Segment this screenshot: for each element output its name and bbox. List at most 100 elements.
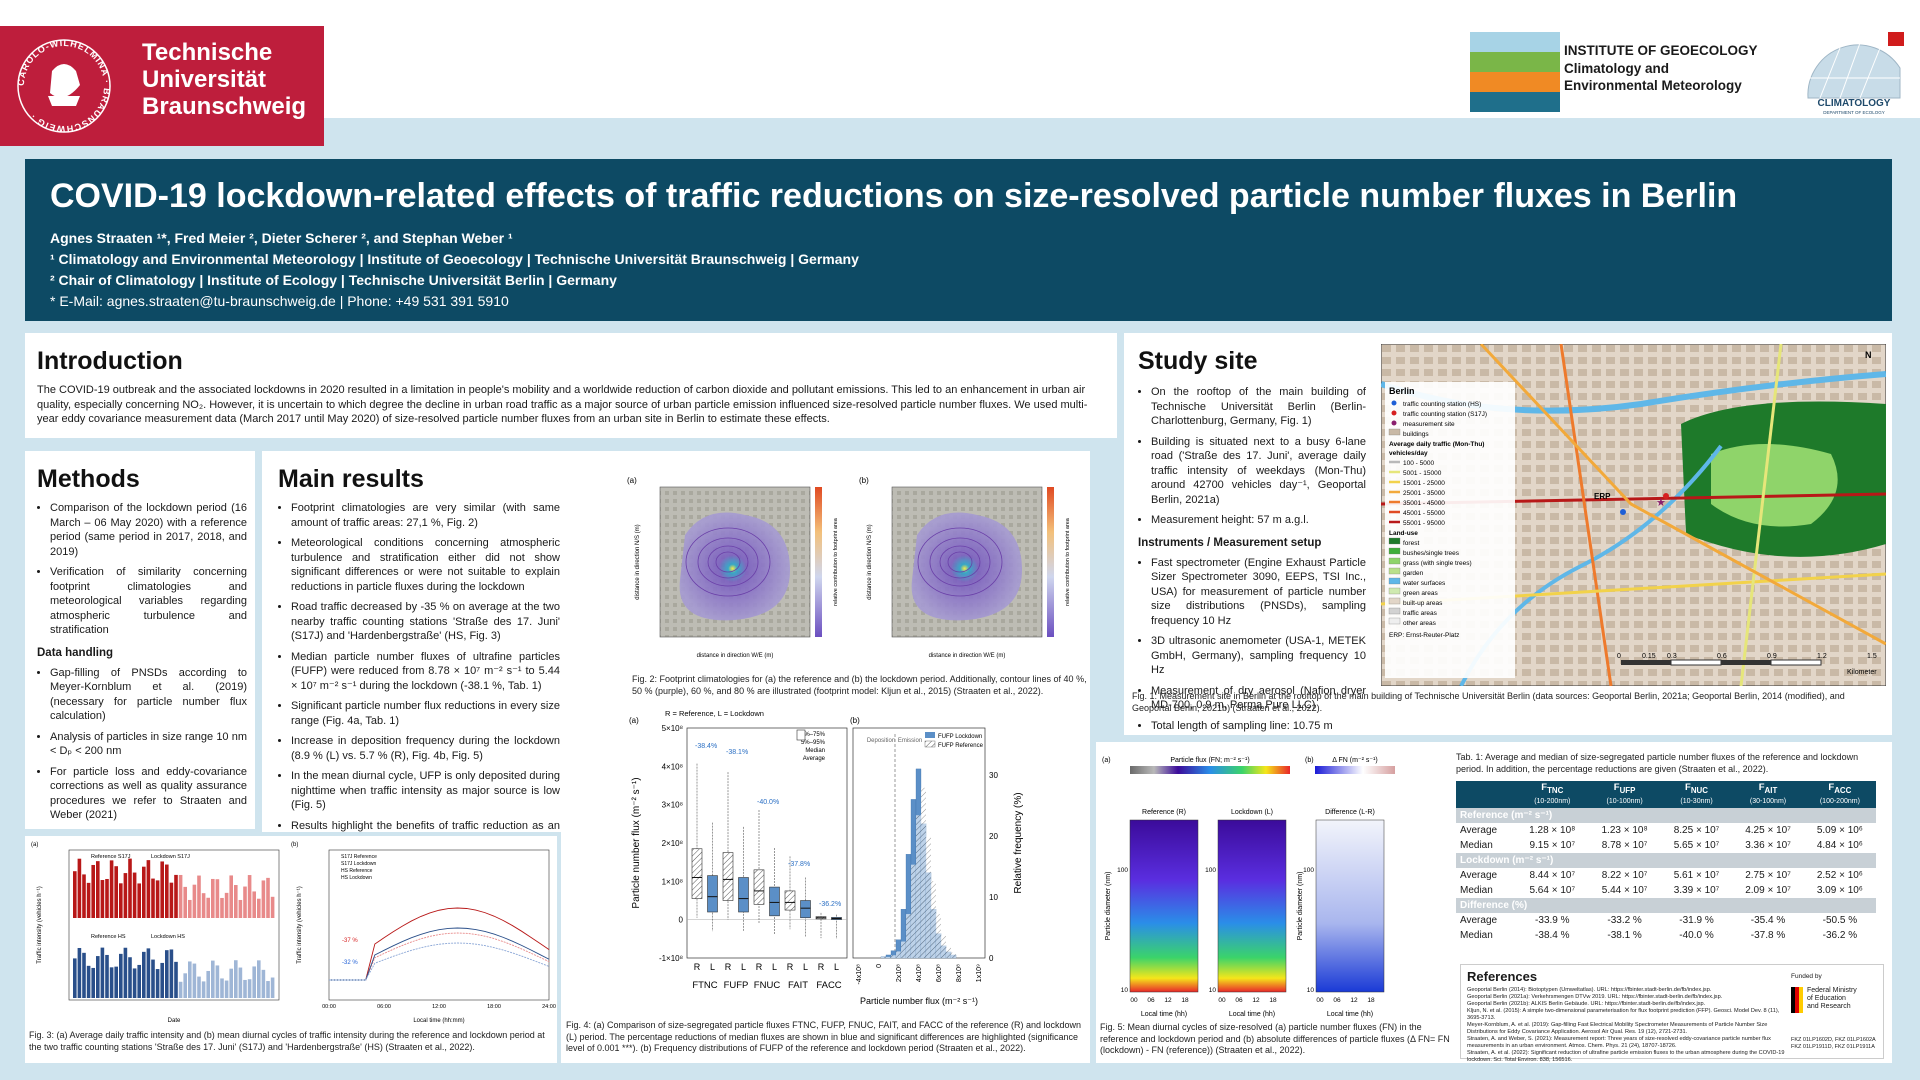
row-label: Average: [1460, 825, 1498, 837]
data-row: Average 8.44 × 10⁷ 8.22 × 10⁷ 5.61 × 10⁷ 2.7…: [1456, 868, 1876, 883]
table-cell: -50.5 %: [1822, 915, 1858, 927]
y-tick-label: 10: [1121, 987, 1129, 994]
x-tick-label: R: [787, 962, 794, 972]
table-cell: 8.22 × 10⁷: [1601, 870, 1648, 882]
x-tick-label: 2x10⁸: [896, 964, 903, 982]
legend-label: 100 - 5000: [1403, 460, 1434, 467]
bar: [123, 947, 128, 998]
scale-label: 1.2: [1817, 653, 1827, 660]
colorbar-label: relative contribution to footprint area: [1065, 517, 1071, 606]
axis-label: distance in direction N/S (m): [867, 524, 873, 599]
x-tick-label: 1x10⁹: [976, 964, 983, 982]
box: [738, 877, 749, 913]
bar: [234, 885, 238, 918]
bar: [109, 860, 114, 918]
group-row: Reference (m⁻² s⁻¹): [1456, 808, 1876, 824]
legend-subtitle: vehicles/day: [1389, 450, 1428, 457]
figure-3: (a) (b) Traffic intensity (vehicles h⁻¹)…: [31, 842, 556, 1024]
figure-3-box: (a) (b) Traffic intensity (vehicles h⁻¹)…: [21, 832, 561, 1067]
bullet-list: Footprint climatologies are very similar…: [278, 501, 560, 862]
legend-swatch: [1388, 537, 1401, 545]
table-cell: -31.9 %: [1679, 915, 1714, 927]
x-tick-label: 00: [1130, 997, 1138, 1004]
legend-label: green areas: [1403, 590, 1438, 597]
scale-label: 0.15: [1642, 653, 1656, 660]
bar: [211, 960, 215, 998]
hist-bar: [881, 956, 886, 958]
bullet-item: Verification of similarity concerning fo…: [50, 565, 247, 638]
seal: CAROLO-WILHELMINA · BRAUNSCHWEIG ·: [16, 38, 111, 134]
svg-text:★: ★: [1656, 497, 1666, 509]
colorbar-label: Δ FN (m⁻² s⁻¹): [1332, 757, 1378, 764]
bar: [160, 861, 164, 918]
figure-caption: Fig. 2: Footprint climatologies for (a) …: [632, 674, 1087, 696]
bar: [243, 886, 247, 918]
bullet-item: Footprint climatologies are very similar…: [291, 501, 560, 530]
table-cell: 2.52 × 10⁶: [1816, 870, 1863, 882]
bar: [234, 960, 238, 998]
section-heading: References: [1467, 969, 1538, 984]
bullet-item: Fast spectrometer (Engine Exhaust Partic…: [1151, 556, 1366, 629]
legend-label: S17J Lockdown: [341, 861, 377, 867]
x-tick-label: L: [741, 962, 746, 972]
poster-title: COVID-19 lockdown-related effects of tra…: [50, 177, 1738, 215]
group-name: Difference (%): [1456, 898, 1876, 914]
figure-5-table-box: (a) (b) Particle flux (FN; m⁻² s⁻¹) Δ FN…: [1096, 742, 1892, 1063]
bar: [82, 952, 86, 998]
bar: [169, 882, 174, 918]
annotation: Deposition: [867, 738, 895, 744]
bar: [128, 858, 132, 918]
logo-text: CLIMATOLOGY: [1818, 98, 1891, 109]
bar: [169, 949, 174, 998]
x-tick-label: 12: [1164, 997, 1172, 1004]
x-tick-label: 06: [1235, 997, 1243, 1004]
bar: [151, 959, 155, 998]
table-cell: 5.65 × 10⁷: [1673, 840, 1720, 852]
table-cell: 2.09 × 10⁷: [1745, 885, 1791, 897]
bar: [252, 891, 256, 918]
climatology-logo: CLIMATOLOGY DEPARTMENT OF ECOLOGY: [1807, 32, 1904, 115]
hist-bar: [926, 837, 931, 958]
section-heading: Main results: [278, 465, 424, 493]
bar: [188, 899, 192, 918]
table-cell: 4.25 × 10⁷: [1745, 825, 1791, 837]
legend-title: Berlin: [1389, 386, 1415, 396]
bar: [261, 969, 266, 998]
scale-unit: Kilometer: [1847, 669, 1877, 676]
axis-label: Local time (hh:mm): [413, 1018, 464, 1024]
x-tick-label: R: [818, 962, 825, 972]
institute-line: Climatology and: [1564, 60, 1670, 76]
axis-label: Local time (hh): [1229, 1011, 1275, 1018]
legend-label: 15001 - 25000: [1403, 480, 1445, 487]
bar: [109, 967, 114, 998]
institute-bars: [1470, 32, 1560, 112]
y-tick-label: 10: [1307, 987, 1315, 994]
x-tick-label: 12:00: [432, 1004, 446, 1010]
scale-label: 0.3: [1667, 653, 1677, 660]
bar: [215, 879, 220, 918]
panel-label: (a): [627, 476, 637, 485]
hist-bar: [946, 947, 951, 958]
table-cell: 5.64 × 10⁷: [1529, 885, 1576, 897]
row-label: Median: [1460, 930, 1493, 942]
logo-subtext: DEPARTMENT OF ECOLOGY: [1823, 110, 1885, 115]
legend-swatch: [1388, 577, 1401, 585]
bar: [155, 880, 160, 918]
bar: [96, 956, 100, 998]
bullet-list: Gap-filling of PNSDs according to Meyer-…: [37, 666, 247, 823]
ministry-line: of Education: [1807, 995, 1846, 1003]
bar: [247, 875, 252, 918]
row-label: Median: [1460, 885, 1493, 897]
table-cell: 8.44 × 10⁷: [1529, 870, 1576, 882]
row-label: Average: [1460, 915, 1498, 927]
bar: [105, 954, 109, 998]
legend-swatch: [1388, 617, 1401, 625]
affiliation: ¹ Climatology and Environmental Meteorol…: [50, 251, 859, 267]
tu-logo: CAROLO-WILHELMINA · BRAUNSCHWEIG · Techn…: [0, 26, 324, 146]
bullet-item: Median particle number fluxes of ultrafi…: [291, 650, 560, 694]
legend-label: garden: [1403, 570, 1424, 577]
legend-symbol: [1391, 400, 1397, 406]
bar: [197, 875, 201, 918]
legend-label: 5%–95%: [801, 740, 826, 746]
map-label: ERP: [1594, 492, 1611, 501]
